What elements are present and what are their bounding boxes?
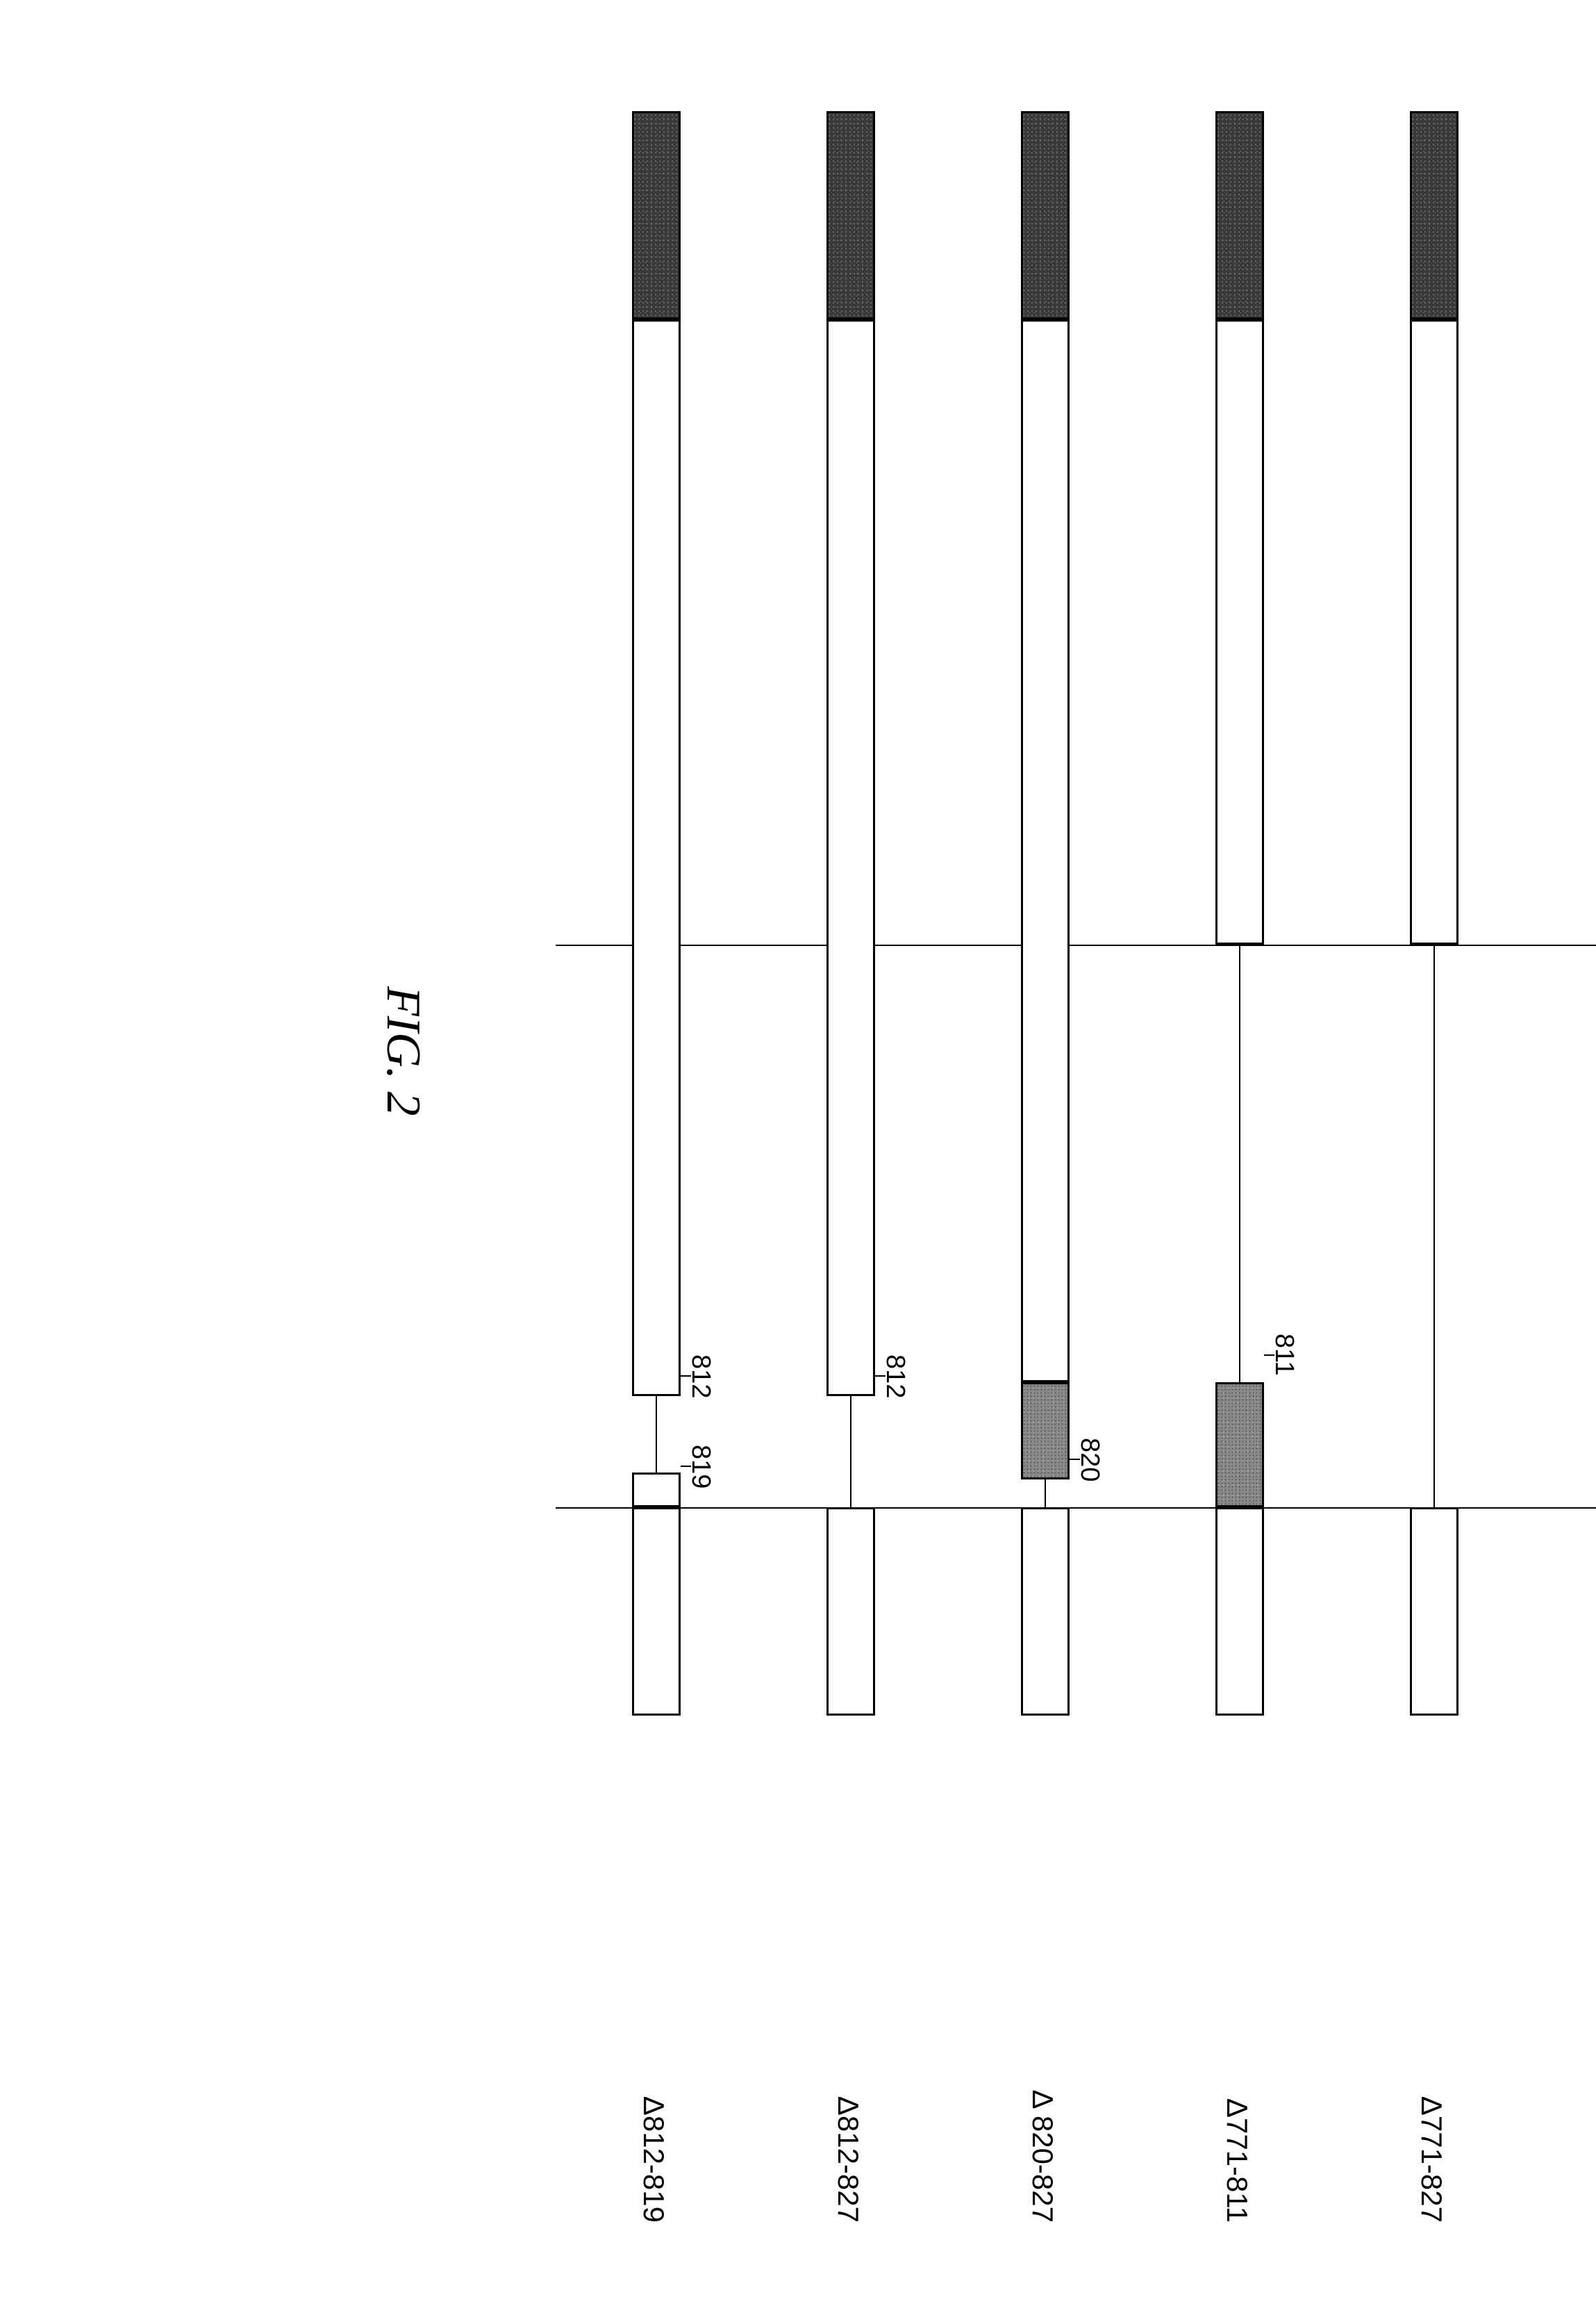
bar-segment-white bbox=[1410, 320, 1458, 945]
connector-line bbox=[850, 1396, 851, 1507]
bar-segment-white bbox=[1021, 320, 1070, 1382]
construct-row: Δ812-819812819 bbox=[632, 111, 681, 2056]
bar-segment-shaded bbox=[826, 111, 875, 320]
bar-segment-white bbox=[632, 1473, 681, 1507]
bar-segment-white bbox=[1021, 1507, 1070, 1716]
construct-label: Δ771-827 bbox=[1415, 2096, 1448, 2223]
construct-label: Δ 820-827 bbox=[1026, 2089, 1059, 2223]
tick-mark bbox=[1264, 1354, 1274, 1356]
bar-segment-white bbox=[1215, 1507, 1264, 1716]
construct-row: Δ812-827812 bbox=[826, 111, 875, 2056]
diagram: poR gp130 771 827 Y814 EgΔ771-827Δ771-81… bbox=[514, 111, 1596, 2056]
bar-segment-stippled bbox=[1021, 1382, 1070, 1479]
figure-caption: FIG. 2 bbox=[375, 986, 431, 1116]
construct-label: Δ812-827 bbox=[831, 2096, 865, 2223]
bar-segment-white bbox=[1215, 320, 1264, 945]
tick-mark bbox=[681, 1375, 691, 1377]
tick-mark bbox=[875, 1375, 886, 1377]
bar-segment-stippled bbox=[1215, 1382, 1264, 1507]
construct-row: Δ 820-827820 bbox=[1021, 111, 1070, 2056]
construct-row: Δ771-811811 bbox=[1215, 111, 1264, 2056]
connector-line bbox=[1045, 1479, 1046, 1507]
bar-segment-shaded bbox=[632, 111, 681, 320]
bar-segment-shaded bbox=[1215, 111, 1264, 320]
construct-row: Δ771-827 bbox=[1410, 111, 1458, 2056]
bar-segment-white bbox=[1410, 1507, 1458, 1716]
bar-segment-white bbox=[632, 1507, 681, 1716]
bar-segment-shaded bbox=[1410, 111, 1458, 320]
bar-segment-white bbox=[826, 1507, 875, 1716]
tick-mark bbox=[681, 1466, 691, 1467]
tick-mark bbox=[1070, 1459, 1080, 1460]
figure-container: poR gp130 771 827 Y814 EgΔ771-827Δ771-81… bbox=[375, 111, 1596, 2195]
bar-segment-shaded bbox=[1021, 111, 1070, 320]
bar-segment-white bbox=[632, 320, 681, 1396]
connector-line bbox=[1433, 945, 1435, 1507]
bar-segment-white bbox=[826, 320, 875, 1396]
connector-line bbox=[1239, 945, 1240, 1382]
construct-label: Δ812-819 bbox=[637, 2096, 670, 2223]
connector-line bbox=[656, 1396, 657, 1473]
construct-label: Δ771-811 bbox=[1220, 2098, 1254, 2223]
